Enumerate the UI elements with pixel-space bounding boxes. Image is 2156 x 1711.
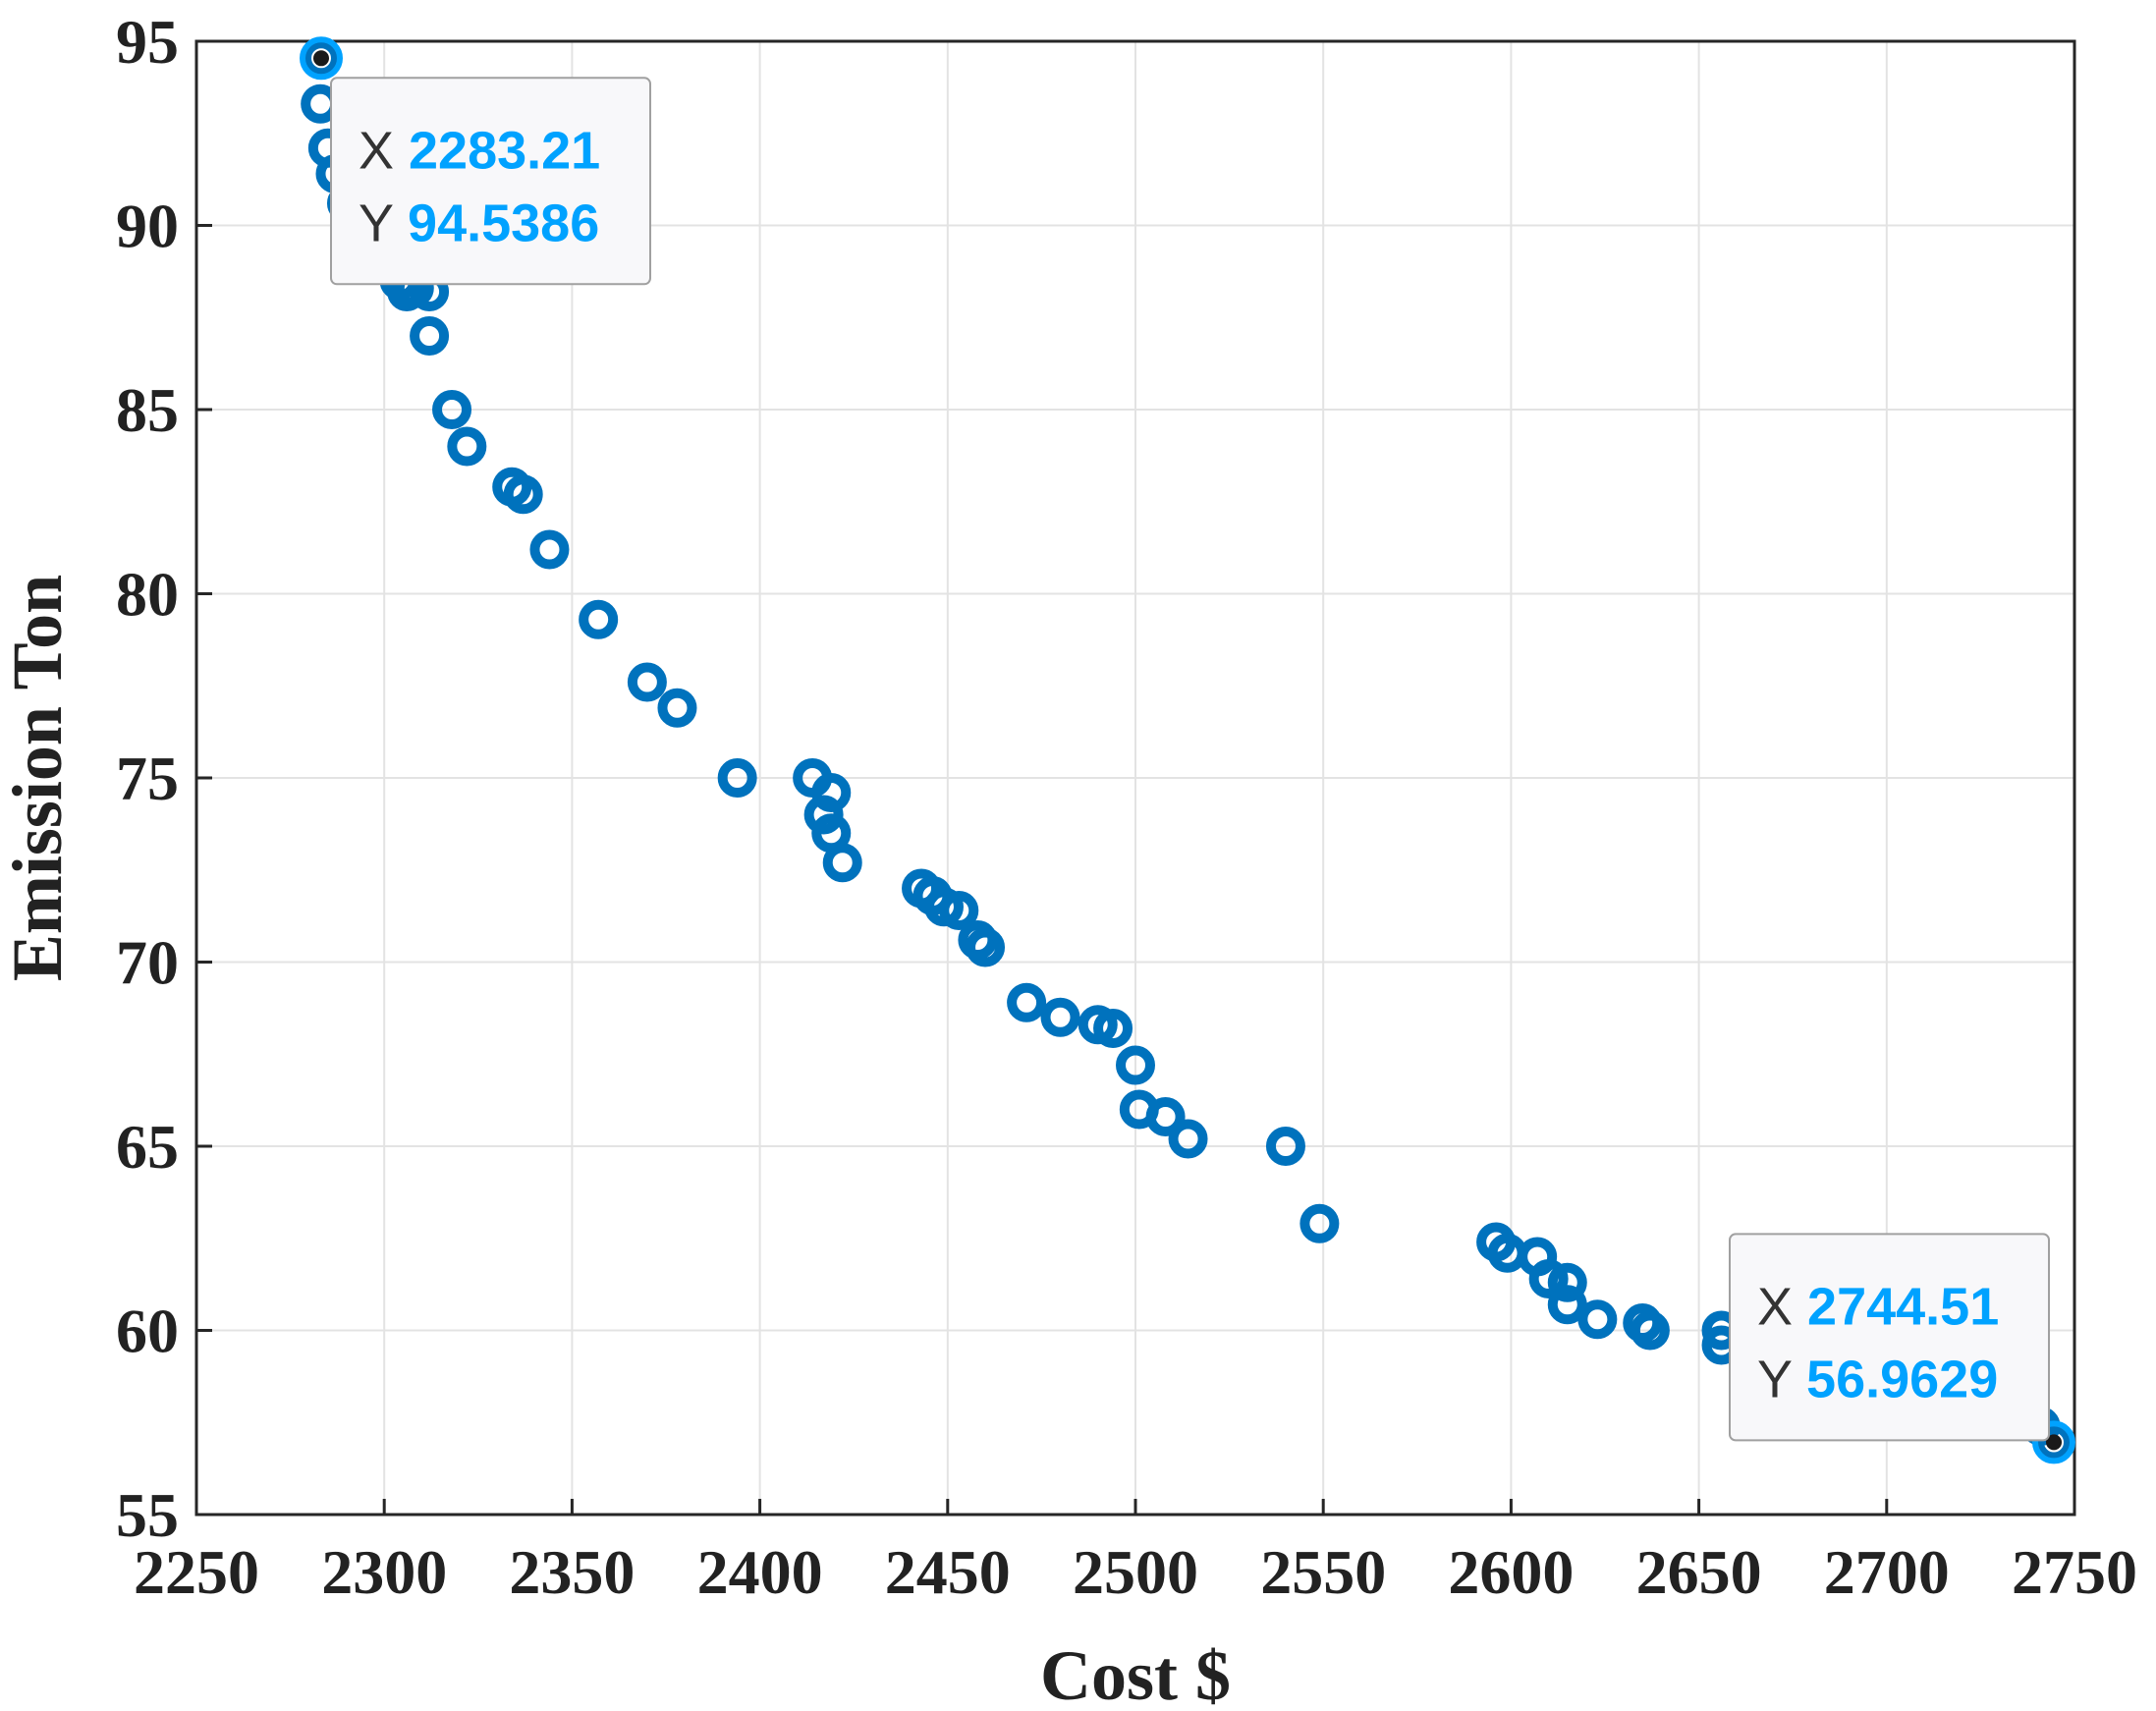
data-tip: X 2283.21Y 94.5386 xyxy=(299,36,651,286)
y-tick-label: 65 xyxy=(116,1112,179,1182)
data-point xyxy=(627,662,667,702)
data-point xyxy=(579,599,619,639)
data-point xyxy=(1007,982,1047,1022)
data-point xyxy=(1577,1299,1618,1340)
x-tick-label: 2750 xyxy=(2012,1537,2137,1607)
data-point xyxy=(529,529,570,570)
y-tick-label: 55 xyxy=(116,1480,179,1550)
data-point xyxy=(1093,1009,1133,1048)
data-tip-x-value: 2744.51 xyxy=(1807,1277,1999,1336)
data-point xyxy=(1547,1285,1587,1325)
data-tip-box xyxy=(1729,1233,2051,1442)
y-tick-label: 70 xyxy=(116,928,179,998)
y-tick-label: 95 xyxy=(116,7,179,77)
data-point xyxy=(657,688,697,728)
data-point xyxy=(1145,1097,1186,1136)
y-axis-ticks: 55 60 65 70 75 80 85 90 95 xyxy=(116,7,212,1550)
data-tip-y-key: Y xyxy=(1757,1350,1806,1408)
data-point xyxy=(1116,1045,1155,1085)
x-tick-label: 2300 xyxy=(321,1537,447,1607)
data-point xyxy=(503,474,543,515)
data-tip: X 2744.51Y 56.9629 xyxy=(1729,1233,2076,1464)
x-tick-label: 2400 xyxy=(697,1537,823,1607)
data-point xyxy=(432,390,472,429)
data-tip-marker-dot xyxy=(312,50,329,67)
data-tip-marker-dot xyxy=(2046,1434,2063,1451)
data-point xyxy=(1299,1203,1340,1243)
data-tip-highlight-ring xyxy=(299,36,343,81)
data-point xyxy=(1528,1259,1569,1298)
data-point xyxy=(301,38,341,79)
data-tip-x-key: X xyxy=(359,121,409,180)
data-tip-x-row: X 2744.51 xyxy=(1757,1277,1999,1336)
data-point xyxy=(1040,997,1080,1037)
data-point xyxy=(717,758,757,798)
data-point xyxy=(1265,1127,1305,1166)
data-point xyxy=(803,795,844,835)
x-tick-label: 2500 xyxy=(1073,1537,1198,1607)
data-point xyxy=(939,891,979,930)
y-tick-label: 80 xyxy=(116,560,179,630)
x-tick-label: 2450 xyxy=(885,1537,1011,1607)
data-tip-y-key: Y xyxy=(359,193,408,252)
data-point xyxy=(1168,1119,1208,1159)
data-tip-y-value: 94.5386 xyxy=(408,193,599,252)
x-tick-label: 2250 xyxy=(134,1537,259,1607)
data-point xyxy=(447,426,487,467)
y-tick-label: 90 xyxy=(116,192,179,261)
data-tip-highlight-ring xyxy=(2032,1420,2076,1464)
data-point xyxy=(1630,1310,1670,1351)
x-tick-label: 2350 xyxy=(509,1537,635,1607)
x-tick-label: 2650 xyxy=(1636,1537,1762,1607)
data-point xyxy=(966,927,1006,967)
y-tick-label: 75 xyxy=(116,744,179,813)
data-tip-y-value: 56.9629 xyxy=(1806,1350,1998,1408)
data-point xyxy=(1547,1262,1587,1302)
data-points xyxy=(301,38,2074,1463)
data-tip-box xyxy=(329,77,651,286)
data-tip-y-row: Y 94.5386 xyxy=(359,193,599,252)
data-point xyxy=(2034,1422,2074,1463)
data-tip-x-row: X 2283.21 xyxy=(359,121,600,180)
x-tick-label: 2550 xyxy=(1260,1537,1386,1607)
data-point xyxy=(410,316,450,356)
data-tip-y-row: Y 56.9629 xyxy=(1757,1350,1998,1408)
y-axis-title: Emission Ton xyxy=(0,575,77,981)
x-tick-label: 2700 xyxy=(1824,1537,1950,1607)
y-tick-label: 85 xyxy=(116,375,179,445)
y-tick-label: 60 xyxy=(116,1297,179,1366)
x-axis-ticks: 2250 2300 2350 2400 2450 2500 2550 2600 2650 2700… xyxy=(134,1499,2137,1607)
data-tip-x-key: X xyxy=(1757,1277,1807,1336)
x-axis-title: Cost $ xyxy=(1040,1636,1231,1711)
x-tick-label: 2600 xyxy=(1448,1537,1574,1607)
data-point xyxy=(822,843,862,883)
data-tip-x-value: 2283.21 xyxy=(409,121,600,180)
